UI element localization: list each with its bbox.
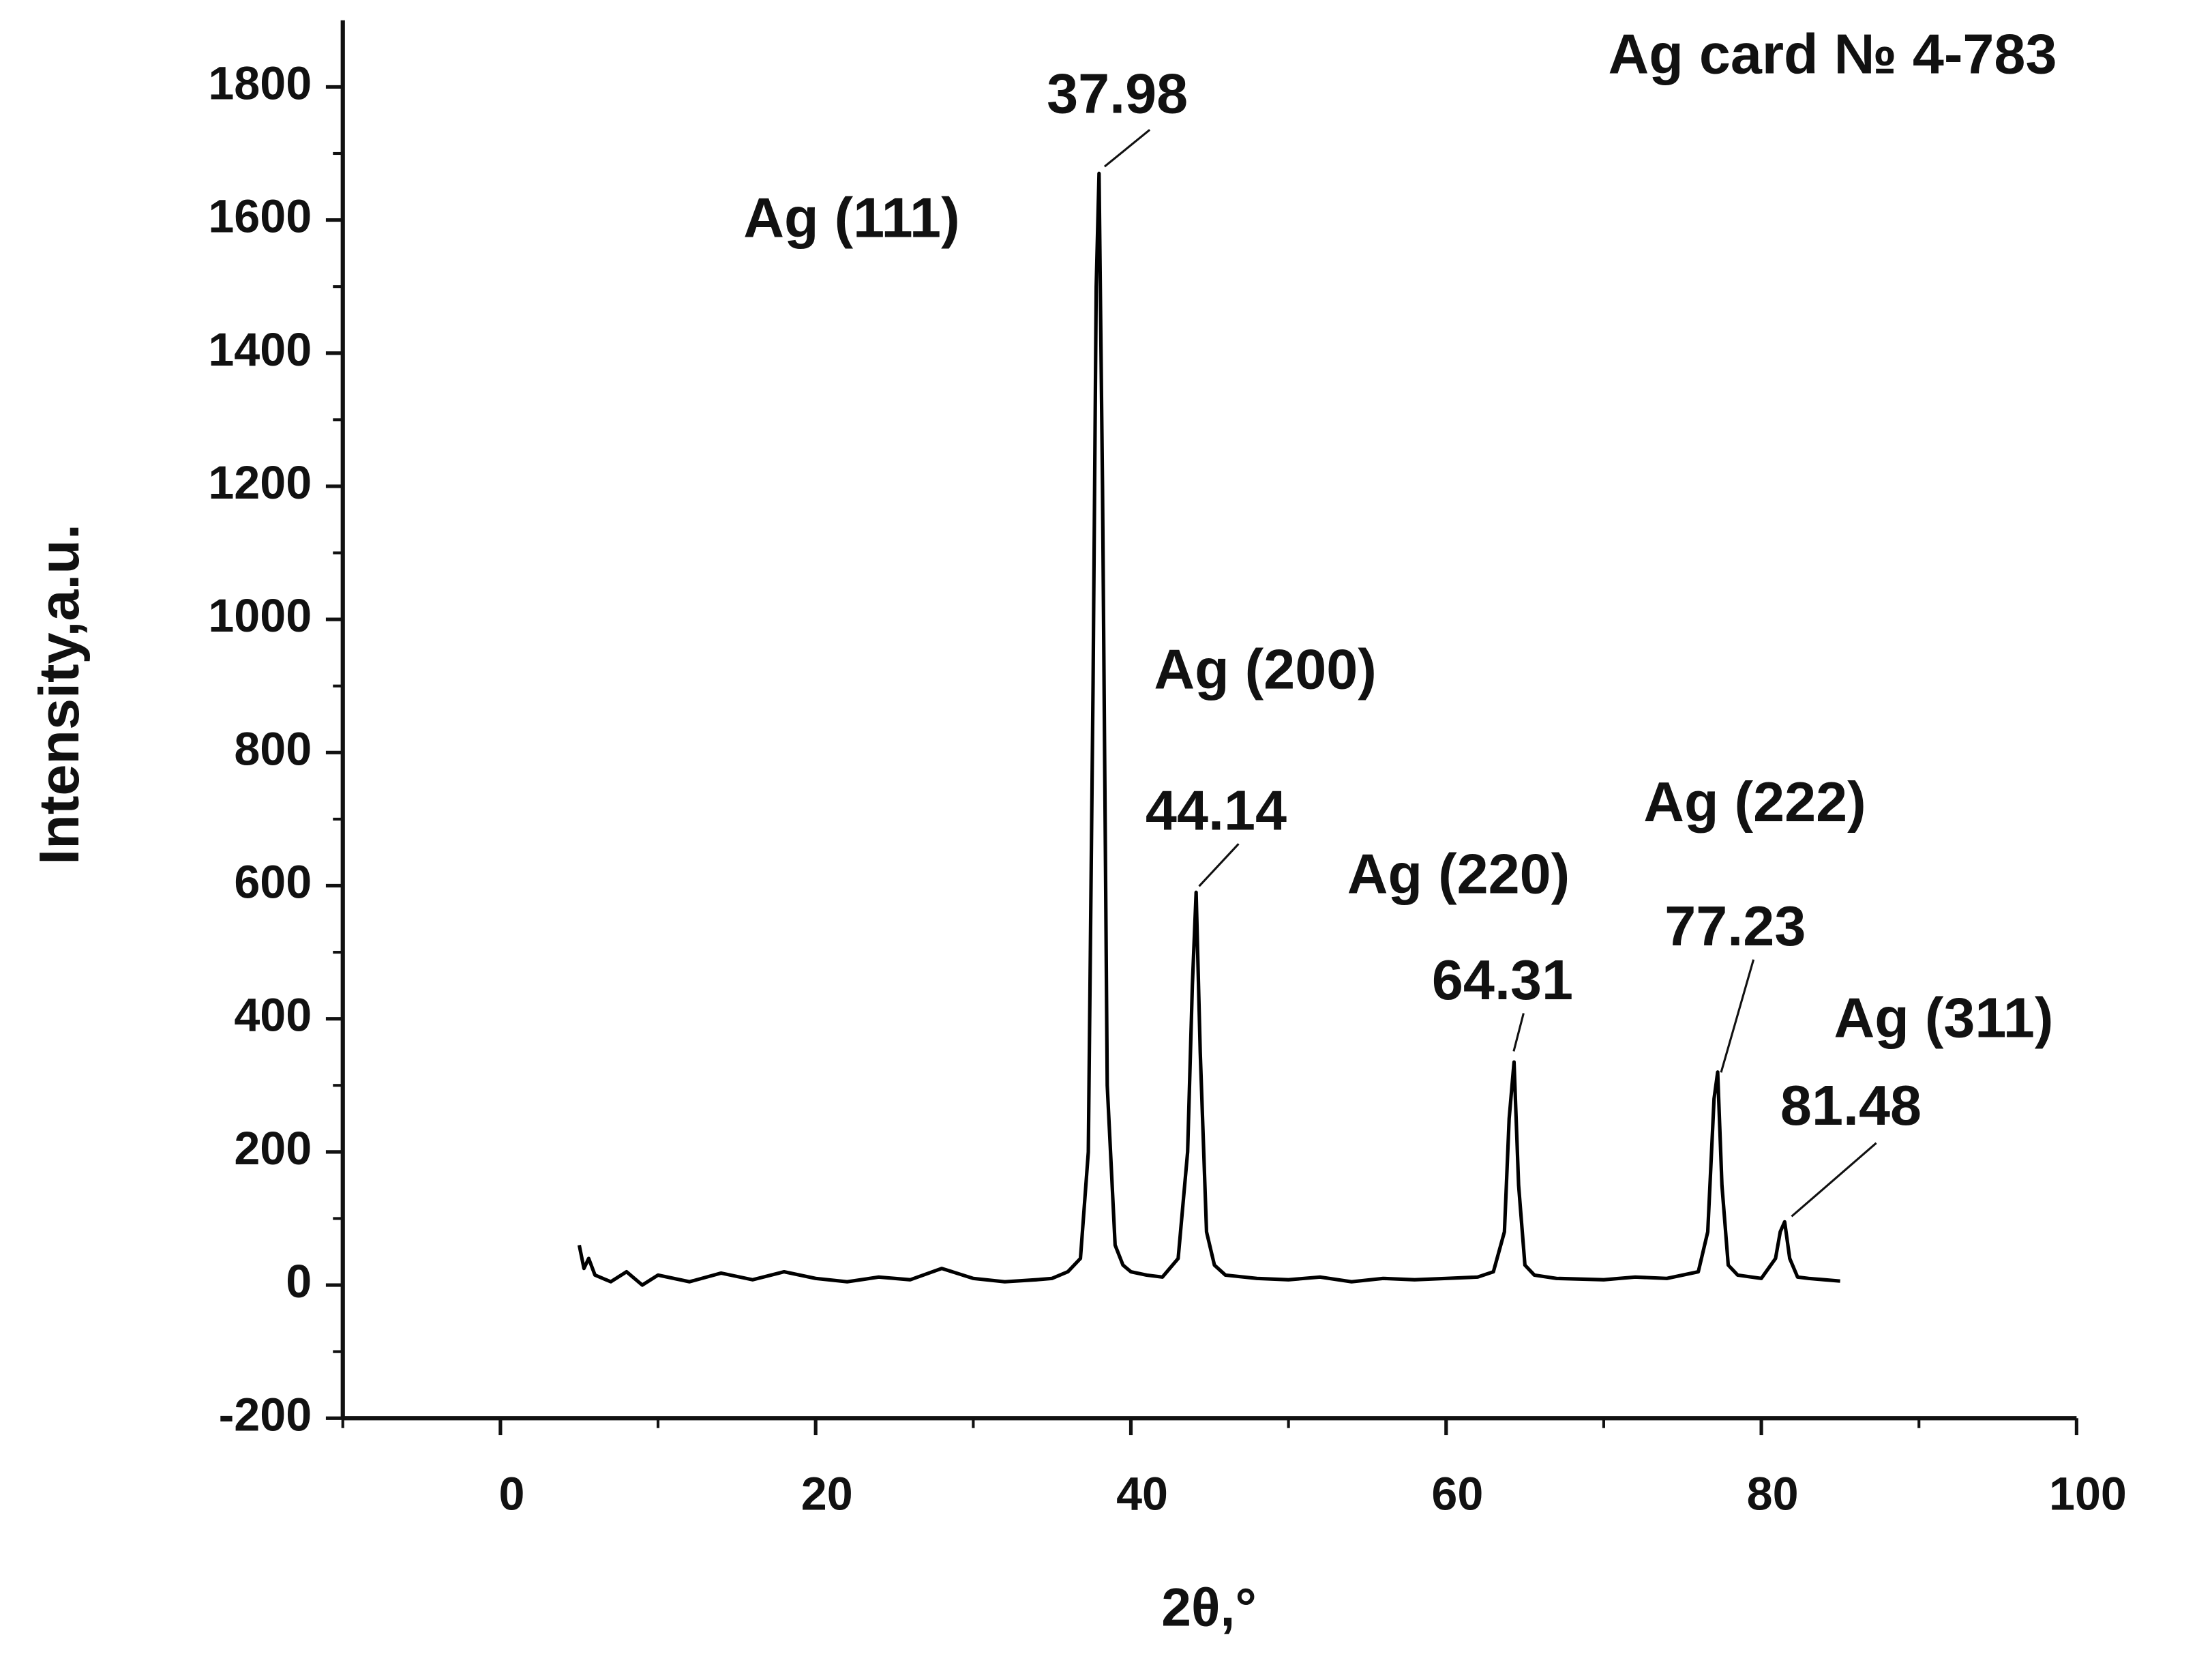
y-tick-label: 200 [234, 1123, 312, 1175]
x-tick-label: 20 [801, 1469, 853, 1520]
x-tick-label: 100 [2049, 1469, 2127, 1520]
annotation: 77.23 [1664, 894, 1806, 958]
x-axis-label: 2θ,° [1161, 1577, 1257, 1637]
y-tick-label: -200 [219, 1389, 312, 1441]
leader-line [1791, 1142, 1877, 1218]
leader-lines [1103, 129, 1877, 1218]
annotation: Ag (222) [1643, 770, 1866, 834]
y-tick-label: 0 [286, 1256, 312, 1308]
y-tick-label: 400 [234, 990, 312, 1042]
x-tick-label: 0 [498, 1469, 524, 1520]
annotation: Ag (111) [743, 186, 959, 250]
x-tick-label: 60 [1431, 1469, 1483, 1520]
leader-line [1198, 843, 1240, 887]
annotation: 44.14 [1146, 779, 1287, 842]
annotation: 64.31 [1432, 948, 1573, 1012]
annotation: Ag (311) [1834, 986, 2054, 1050]
x-tick-label: 40 [1116, 1469, 1168, 1520]
annotation: 37.98 [1047, 62, 1188, 126]
leader-line [1720, 959, 1755, 1073]
leader-line [1103, 129, 1151, 168]
annotation: Ag (220) [1347, 842, 1570, 906]
x-tick-label: 80 [1747, 1469, 1799, 1520]
y-tick-label: 600 [234, 857, 312, 909]
leader-line [1512, 1013, 1525, 1052]
y-tick-label: 1200 [208, 457, 312, 509]
annotation: 81.48 [1780, 1074, 1922, 1137]
data-line [577, 171, 1840, 1287]
y-tick-label: 1400 [208, 324, 312, 376]
y-axis-label: Intensity,a.u. [27, 524, 91, 865]
annotation: Ag (200) [1154, 638, 1376, 701]
y-tick-label: 1000 [208, 590, 312, 642]
annotation: Ag card № 4-783 [1609, 23, 2057, 86]
y-tick-label: 1800 [208, 57, 312, 109]
y-tick-label: 800 [234, 723, 312, 775]
y-tick-label: 1600 [208, 191, 312, 243]
